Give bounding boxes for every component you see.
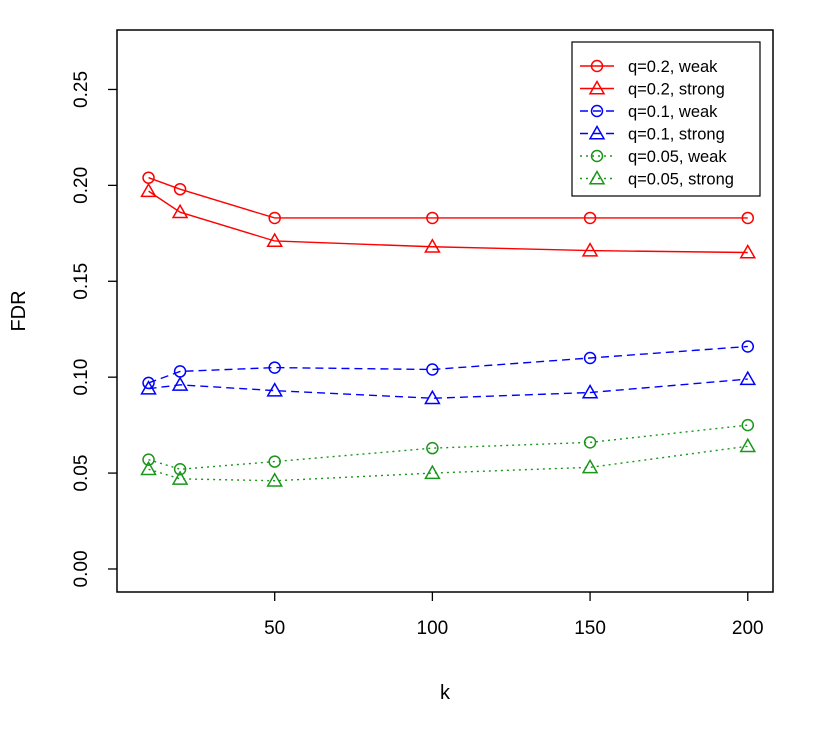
series-line [148, 378, 748, 399]
y-axis: 0.00 0.05 0.10 0.15 0.20 0.25 [71, 71, 117, 587]
series-line [148, 424, 748, 470]
y-tick-label: 0.15 [71, 263, 92, 300]
x-tick-label: 150 [574, 618, 606, 639]
series-line [148, 190, 748, 254]
legend-marker [590, 104, 604, 118]
data-point [739, 437, 757, 453]
series-3 [140, 370, 757, 405]
y-tick-label: 0.20 [71, 167, 92, 204]
data-point [426, 363, 439, 376]
series-line [148, 345, 748, 384]
data-point [140, 460, 157, 476]
series-1 [140, 182, 757, 259]
data-point [266, 472, 283, 487]
legend-label: q=0.1, weak [628, 103, 718, 121]
y-tick-label: 0.00 [71, 550, 92, 587]
legend-marker [588, 124, 606, 140]
data-point [741, 418, 755, 432]
legend-label: q=0.1, strong [628, 126, 725, 144]
data-point [739, 243, 757, 259]
data-point [424, 389, 441, 405]
x-axis: 50 100 150 200 [264, 592, 764, 639]
data-point [171, 203, 189, 219]
series-layer [140, 171, 757, 487]
y-tick-label: 0.10 [71, 359, 92, 396]
series-line [148, 445, 748, 482]
data-point [171, 470, 189, 485]
data-point [583, 351, 597, 365]
data-point [426, 441, 439, 455]
legend-marker [590, 59, 604, 73]
data-point [266, 232, 283, 247]
x-tick-label: 200 [732, 618, 764, 639]
data-point [142, 453, 155, 466]
data-point [173, 462, 187, 476]
data-point [424, 238, 441, 253]
data-point [739, 370, 757, 386]
y-axis-label: FDR [8, 290, 30, 331]
legend-label: q=0.2, strong [628, 81, 725, 99]
x-axis-label: k [440, 682, 451, 704]
data-point [583, 436, 597, 449]
legend: q=0.2, weak q=0.2, strong q=0.1, weak q=0.1… [571, 41, 761, 197]
legend-marker [588, 169, 606, 185]
y-tick-label: 0.05 [71, 455, 92, 492]
data-point [268, 455, 281, 468]
data-point [583, 211, 597, 225]
data-point [171, 376, 189, 391]
data-point [140, 182, 157, 198]
data-point [268, 361, 281, 374]
y-tick-label: 0.25 [71, 71, 92, 108]
legend-marker [590, 149, 604, 163]
series-5 [140, 437, 757, 487]
data-point [424, 464, 441, 480]
legend-label: q=0.05, strong [628, 171, 734, 189]
legend-label: q=0.05, weak [628, 148, 727, 166]
legend-box [571, 41, 761, 197]
data-point [140, 380, 157, 395]
data-point [581, 242, 599, 257]
series-4 [142, 418, 755, 476]
data-point [581, 458, 599, 474]
data-point [426, 211, 439, 225]
data-point [741, 211, 755, 225]
x-tick-label: 100 [417, 618, 449, 639]
data-point [741, 340, 755, 353]
legend-label: q=0.2, weak [628, 58, 718, 76]
data-point [268, 211, 281, 225]
data-point [173, 182, 187, 196]
plot-frame [116, 29, 774, 593]
data-point [266, 382, 283, 397]
legend-marker [588, 79, 606, 95]
series-2 [142, 340, 755, 390]
data-point [581, 384, 599, 399]
x-tick-label: 50 [264, 618, 285, 639]
